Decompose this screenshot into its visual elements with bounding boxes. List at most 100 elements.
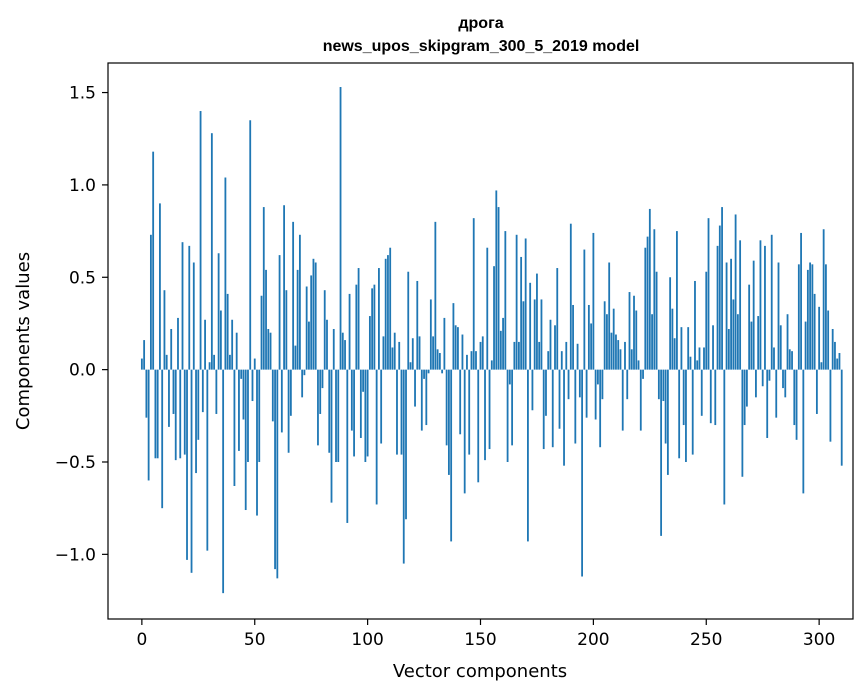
bar-166 bbox=[515, 234, 518, 370]
bar-221 bbox=[639, 369, 642, 431]
bar-225 bbox=[648, 208, 651, 370]
bar-124 bbox=[420, 369, 423, 431]
bar-276 bbox=[764, 245, 766, 370]
bar-273 bbox=[757, 316, 760, 370]
bar-66 bbox=[289, 369, 292, 416]
bar-249 bbox=[703, 347, 705, 370]
bar-9 bbox=[161, 369, 164, 509]
bar-115 bbox=[400, 369, 403, 455]
bar-142 bbox=[461, 334, 464, 370]
bar-0 bbox=[140, 358, 143, 370]
bar-36 bbox=[222, 369, 225, 594]
bar-167 bbox=[517, 341, 520, 370]
bar-85 bbox=[332, 328, 335, 370]
bar-164 bbox=[511, 369, 514, 446]
bar-109 bbox=[387, 255, 389, 370]
bar-257 bbox=[721, 207, 723, 370]
bar-203 bbox=[599, 369, 602, 448]
bar-111 bbox=[391, 347, 394, 370]
bar-219 bbox=[635, 310, 638, 370]
bar-19 bbox=[183, 369, 186, 455]
bar-250 bbox=[705, 271, 708, 370]
bar-231 bbox=[662, 369, 665, 402]
bar-89 bbox=[341, 332, 344, 370]
bar-240 bbox=[682, 369, 685, 426]
bar-269 bbox=[748, 284, 751, 370]
bar-72 bbox=[303, 369, 306, 376]
bar-310 bbox=[840, 369, 843, 466]
bar-49 bbox=[251, 369, 254, 402]
bar-155 bbox=[490, 360, 493, 370]
bar-188 bbox=[565, 341, 568, 370]
x-tick-label: 200 bbox=[577, 630, 609, 650]
bar-264 bbox=[736, 314, 739, 370]
bar-4 bbox=[149, 234, 152, 370]
bar-268 bbox=[745, 369, 748, 407]
x-tick-label: 0 bbox=[136, 630, 147, 650]
bar-121 bbox=[414, 369, 416, 407]
bar-54 bbox=[262, 207, 265, 370]
y-axis-label: Components values bbox=[13, 252, 34, 430]
bar-91 bbox=[346, 369, 349, 523]
bar-177 bbox=[540, 299, 543, 370]
bar-99 bbox=[364, 369, 367, 462]
bar-258 bbox=[723, 369, 726, 505]
bar-26 bbox=[199, 111, 202, 370]
bar-260 bbox=[727, 328, 730, 370]
bar-153 bbox=[486, 247, 489, 370]
bar-157 bbox=[495, 190, 498, 370]
bar-94 bbox=[353, 369, 355, 457]
bar-202 bbox=[596, 369, 599, 385]
bar-129 bbox=[432, 336, 434, 370]
bar-204 bbox=[601, 369, 604, 400]
bar-1 bbox=[143, 340, 146, 370]
bar-107 bbox=[382, 336, 385, 370]
bar-125 bbox=[423, 369, 425, 379]
bar-207 bbox=[608, 262, 611, 370]
bar-25 bbox=[197, 369, 200, 440]
bar-183 bbox=[554, 325, 556, 370]
bar-235 bbox=[671, 308, 674, 370]
bar-171 bbox=[527, 369, 529, 542]
bar-246 bbox=[696, 360, 699, 370]
bar-87 bbox=[337, 369, 340, 462]
bar-241 bbox=[685, 369, 687, 462]
bar-61 bbox=[278, 255, 281, 370]
bar-98 bbox=[362, 369, 365, 392]
bar-214 bbox=[624, 341, 626, 370]
bar-140 bbox=[457, 327, 459, 370]
bar-128 bbox=[429, 299, 432, 370]
bar-60 bbox=[276, 369, 279, 579]
bar-242 bbox=[687, 327, 690, 370]
bar-63 bbox=[283, 205, 285, 370]
x-tick-label: 300 bbox=[803, 630, 835, 650]
bar-297 bbox=[811, 264, 814, 370]
bar-134 bbox=[443, 317, 446, 370]
bar-292 bbox=[800, 232, 802, 370]
bar-81 bbox=[323, 290, 326, 370]
bar-298 bbox=[813, 293, 816, 370]
bar-291 bbox=[797, 264, 800, 370]
bar-256 bbox=[718, 225, 721, 370]
bar-71 bbox=[301, 369, 304, 398]
bar-139 bbox=[454, 325, 457, 370]
bar-58 bbox=[271, 369, 274, 422]
bar-59 bbox=[274, 369, 276, 570]
y-tick-label: 1.0 bbox=[69, 176, 96, 196]
bar-148 bbox=[475, 351, 477, 370]
bar-181 bbox=[549, 319, 552, 370]
bar-156 bbox=[493, 266, 495, 370]
bar-286 bbox=[786, 314, 789, 370]
bar-222 bbox=[642, 369, 644, 379]
bar-208 bbox=[610, 332, 613, 370]
bar-105 bbox=[378, 268, 380, 370]
bar-248 bbox=[700, 369, 703, 416]
bar-195 bbox=[581, 369, 583, 577]
bar-6 bbox=[154, 369, 157, 459]
bar-270 bbox=[750, 321, 753, 370]
bar-198 bbox=[587, 304, 590, 370]
bar-24 bbox=[195, 369, 197, 474]
bar-132 bbox=[438, 353, 441, 370]
bar-275 bbox=[761, 369, 764, 387]
bar-101 bbox=[368, 316, 371, 370]
